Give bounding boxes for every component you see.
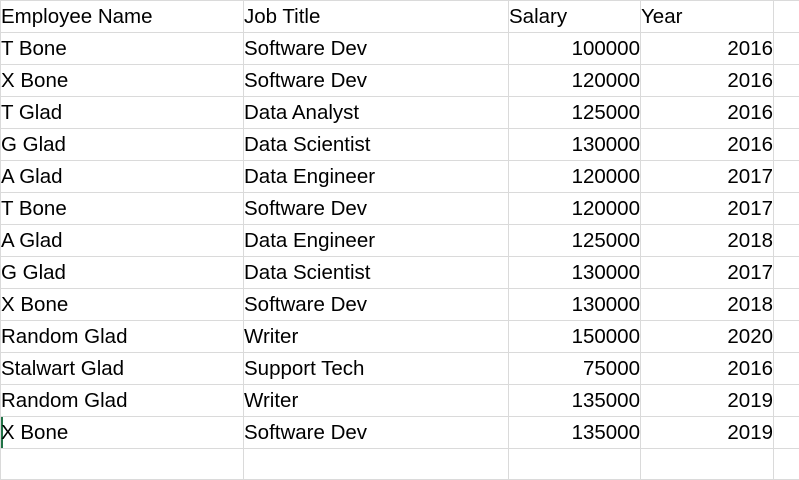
- empty-cell[interactable]: [774, 65, 799, 97]
- job-title-cell[interactable]: Software Dev: [244, 33, 509, 65]
- salary-cell[interactable]: 100000: [509, 33, 641, 65]
- salary-cell[interactable]: 130000: [509, 289, 641, 321]
- employee-name-cell[interactable]: A Glad: [1, 225, 244, 257]
- empty-cell[interactable]: [774, 353, 799, 385]
- job-title-cell[interactable]: Software Dev: [244, 193, 509, 225]
- empty-cell[interactable]: [774, 385, 799, 417]
- empty-cell[interactable]: [774, 1, 799, 33]
- salary-cell[interactable]: 75000: [509, 353, 641, 385]
- header-cell-employee-name[interactable]: Employee Name: [1, 1, 244, 33]
- empty-cell[interactable]: [774, 33, 799, 65]
- employee-name-cell[interactable]: A Glad: [1, 161, 244, 193]
- employee-name-cell[interactable]: T Bone: [1, 33, 244, 65]
- salary-cell[interactable]: 130000: [509, 129, 641, 161]
- employee-name-cell[interactable]: G Glad: [1, 257, 244, 289]
- header-cell-salary[interactable]: Salary: [509, 1, 641, 33]
- job-title-cell[interactable]: Writer: [244, 385, 509, 417]
- salary-cell[interactable]: 125000: [509, 97, 641, 129]
- empty-cell[interactable]: [774, 129, 799, 161]
- employee-name-cell[interactable]: X Bone: [1, 65, 244, 97]
- year-cell[interactable]: 2017: [641, 161, 774, 193]
- salary-cell[interactable]: 135000: [509, 385, 641, 417]
- employee-name-cell[interactable]: X Bone: [1, 289, 244, 321]
- job-title-cell[interactable]: Software Dev: [244, 417, 509, 449]
- employee-name-cell[interactable]: X Bone: [1, 417, 244, 449]
- empty-cell[interactable]: [774, 193, 799, 225]
- header-cell-job-title[interactable]: Job Title: [244, 1, 509, 33]
- empty-cell[interactable]: [774, 97, 799, 129]
- salary-cell[interactable]: 150000: [509, 321, 641, 353]
- employee-name-cell[interactable]: [1, 449, 244, 480]
- job-title-cell[interactable]: Data Scientist: [244, 257, 509, 289]
- year-cell[interactable]: 2019: [641, 385, 774, 417]
- year-cell[interactable]: [641, 449, 774, 480]
- year-cell[interactable]: 2018: [641, 289, 774, 321]
- salary-cell[interactable]: [509, 449, 641, 480]
- employee-name-cell[interactable]: Stalwart Glad: [1, 353, 244, 385]
- job-title-cell[interactable]: Data Scientist: [244, 129, 509, 161]
- job-title-cell[interactable]: Software Dev: [244, 65, 509, 97]
- empty-cell[interactable]: [774, 321, 799, 353]
- job-title-cell[interactable]: [244, 449, 509, 480]
- year-cell[interactable]: 2018: [641, 225, 774, 257]
- employee-name-cell[interactable]: G Glad: [1, 129, 244, 161]
- salary-cell[interactable]: 120000: [509, 193, 641, 225]
- header-row: Employee Name Job Title Salary Year: [1, 1, 799, 33]
- header-cell-year[interactable]: Year: [641, 1, 774, 33]
- employee-name-cell[interactable]: T Glad: [1, 97, 244, 129]
- spreadsheet-grid: Employee Name Job Title Salary Year T Bo…: [0, 0, 799, 466]
- job-title-cell[interactable]: Support Tech: [244, 353, 509, 385]
- empty-cell[interactable]: [774, 225, 799, 257]
- empty-cell[interactable]: [774, 449, 799, 480]
- employee-name-cell[interactable]: Random Glad: [1, 385, 244, 417]
- employee-name-cell[interactable]: Random Glad: [1, 321, 244, 353]
- salary-cell[interactable]: 130000: [509, 257, 641, 289]
- salary-cell[interactable]: 120000: [509, 161, 641, 193]
- job-title-cell[interactable]: Data Engineer: [244, 225, 509, 257]
- salary-cell[interactable]: 135000: [509, 417, 641, 449]
- job-title-cell[interactable]: Software Dev: [244, 289, 509, 321]
- job-title-cell[interactable]: Data Analyst: [244, 97, 509, 129]
- salary-cell[interactable]: 125000: [509, 225, 641, 257]
- empty-cell[interactable]: [774, 289, 799, 321]
- empty-cell[interactable]: [774, 417, 799, 449]
- year-cell[interactable]: 2016: [641, 65, 774, 97]
- empty-cell[interactable]: [774, 161, 799, 193]
- year-cell[interactable]: 2017: [641, 193, 774, 225]
- year-cell[interactable]: 2017: [641, 257, 774, 289]
- empty-cell[interactable]: [774, 257, 799, 289]
- year-cell[interactable]: 2016: [641, 97, 774, 129]
- salary-cell[interactable]: 120000: [509, 65, 641, 97]
- year-cell[interactable]: 2016: [641, 33, 774, 65]
- job-title-cell[interactable]: Writer: [244, 321, 509, 353]
- employee-name-cell[interactable]: T Bone: [1, 193, 244, 225]
- year-cell[interactable]: 2020: [641, 321, 774, 353]
- job-title-cell[interactable]: Data Engineer: [244, 161, 509, 193]
- year-cell[interactable]: 2016: [641, 129, 774, 161]
- year-cell[interactable]: 2019: [641, 417, 774, 449]
- table-row: [1, 449, 799, 480]
- year-cell[interactable]: 2016: [641, 353, 774, 385]
